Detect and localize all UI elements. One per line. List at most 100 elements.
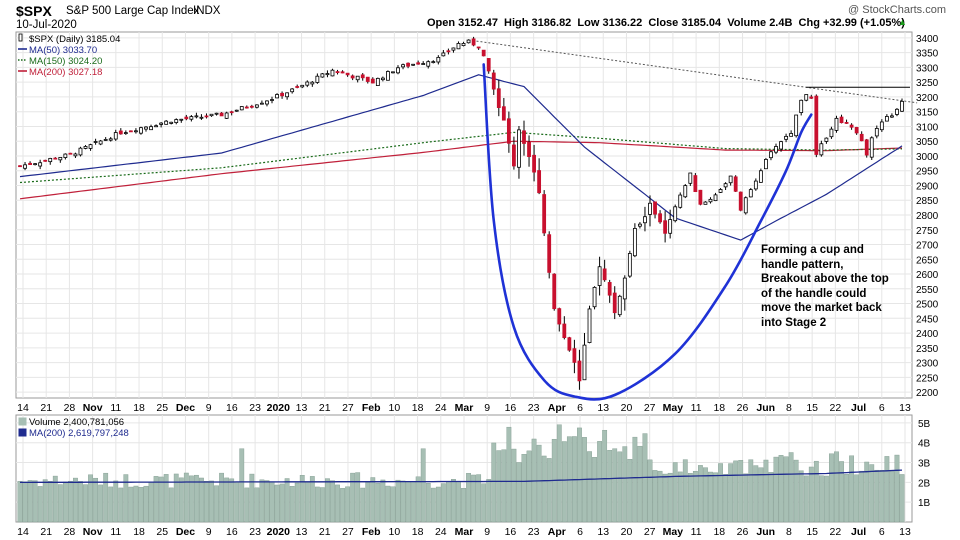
x-tick-label: 28 xyxy=(64,526,76,538)
x-tick-label: 9 xyxy=(484,402,490,414)
x-tick-label: Dec xyxy=(176,402,195,414)
candle-body xyxy=(134,130,138,133)
volume-bar xyxy=(299,475,305,523)
x-tick-label: 2020 xyxy=(267,526,291,538)
x-tick-label: 20 xyxy=(621,526,633,538)
volume-bar xyxy=(728,463,734,523)
candle-body xyxy=(481,49,486,57)
x-tick-label: Mar xyxy=(455,402,474,414)
x-tick-label: 16 xyxy=(226,402,238,414)
volume-bar xyxy=(325,478,330,523)
candle-body xyxy=(698,189,703,205)
candle-body xyxy=(627,253,632,277)
volume-bar xyxy=(57,484,63,523)
candle-body xyxy=(769,151,773,159)
volume-tick-label: 4B xyxy=(918,439,931,450)
volume-bar xyxy=(834,451,839,523)
volume-bar xyxy=(889,471,895,523)
volume-bar xyxy=(808,466,814,523)
volume-bar xyxy=(193,474,199,523)
candle-body xyxy=(335,71,340,74)
candle-body xyxy=(128,130,133,133)
volume-bar xyxy=(410,481,416,523)
volume-bar xyxy=(274,484,280,523)
x-tick-label: Apr xyxy=(548,526,566,538)
volume-bar xyxy=(597,441,603,523)
volume-bar xyxy=(17,481,23,523)
volume-bar xyxy=(133,485,139,523)
candle-body xyxy=(587,308,592,343)
volume-bar xyxy=(718,463,723,523)
x-tick-label: 13 xyxy=(597,526,609,538)
candle-body xyxy=(396,67,400,74)
volume-bar xyxy=(163,474,169,523)
x-tick-label: 24 xyxy=(435,526,447,538)
price-tick-label: 2400 xyxy=(916,329,939,340)
volume-bar xyxy=(350,472,356,523)
volume-bar xyxy=(768,472,774,523)
volume-bar xyxy=(456,481,461,523)
chart-date: 10-Jul-2020 xyxy=(16,19,77,31)
volume-bar xyxy=(113,480,119,523)
volume-bar xyxy=(647,459,653,523)
volume-bar xyxy=(748,459,754,523)
volume-bar xyxy=(894,454,900,523)
candle-body xyxy=(204,115,209,118)
volume-bar xyxy=(123,474,129,523)
volume-bar xyxy=(879,470,885,523)
volume-bar xyxy=(219,472,224,523)
x-tick-label: Dec xyxy=(176,526,195,538)
legend-label: MA(200) 3027.18 xyxy=(29,67,102,78)
candle-body xyxy=(169,121,174,124)
volume-bar xyxy=(158,476,164,523)
candle-body xyxy=(219,112,224,117)
change-arrow-icon: ▲ xyxy=(898,17,907,27)
ohlc-readout: Open 3152.47 High 3186.82 Low 3136.22 Cl… xyxy=(427,17,905,29)
volume-bar xyxy=(451,479,456,523)
candle-body xyxy=(506,118,511,144)
candle-body xyxy=(118,130,123,135)
volume-ma200-line xyxy=(20,469,903,484)
x-tick-label: 21 xyxy=(40,526,52,538)
cup-pattern-curve xyxy=(482,63,813,401)
price-tick-label: 2250 xyxy=(916,373,939,384)
volume-bar xyxy=(652,470,658,523)
ma200-line xyxy=(19,140,903,200)
volume-bar xyxy=(677,471,683,523)
volume-bar xyxy=(692,471,698,523)
annotation-line: move the market back xyxy=(761,302,882,315)
volume-bar xyxy=(385,485,391,523)
candle-body xyxy=(310,81,315,85)
stockcharts-watermark: @ StockCharts.com xyxy=(848,4,946,16)
volume-bar xyxy=(899,474,905,523)
candle-body xyxy=(859,133,864,142)
candle-body xyxy=(733,176,738,192)
x-tick-label: 21 xyxy=(319,402,331,414)
volume-bar xyxy=(365,482,371,523)
candle-body xyxy=(683,185,688,198)
volume-bar xyxy=(27,480,33,523)
price-tick-label: 3300 xyxy=(916,63,939,74)
volume-bar xyxy=(78,481,83,523)
chart-symbol: $SPX xyxy=(16,3,52,19)
candle-body xyxy=(643,216,647,224)
candle-body xyxy=(375,77,380,86)
candle-body xyxy=(582,344,587,381)
volume-tick-label: 3B xyxy=(918,459,931,470)
x-tick-label: 10 xyxy=(389,402,401,414)
x-tick-label: 21 xyxy=(319,526,331,538)
candle-body xyxy=(426,61,431,67)
candle-body xyxy=(668,219,673,234)
volume-bar xyxy=(556,424,562,523)
candle-body xyxy=(713,194,718,202)
candle-body xyxy=(839,116,844,124)
volume-bar xyxy=(511,448,517,523)
candle-body xyxy=(234,109,239,112)
candle-body xyxy=(370,78,375,84)
candle-body xyxy=(663,220,668,234)
volume-bar xyxy=(733,460,739,523)
candle-body xyxy=(748,189,753,198)
volume-bar xyxy=(254,487,260,523)
annotation-line: into Stage 2 xyxy=(761,316,827,329)
price-tick-label: 2550 xyxy=(916,285,939,296)
